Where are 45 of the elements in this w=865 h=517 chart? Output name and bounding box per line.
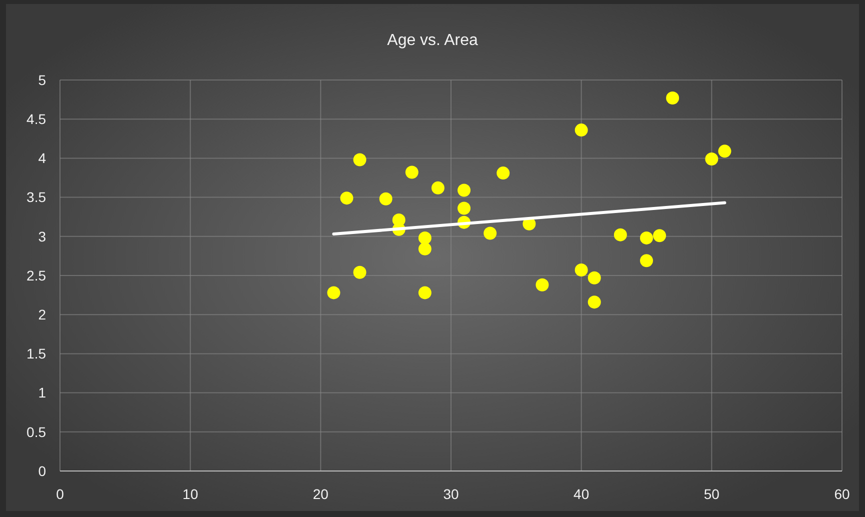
point: [484, 226, 497, 240]
chart-title: Age vs. Area: [387, 32, 478, 49]
y-tick-label: 0.5: [26, 424, 46, 440]
point: [666, 91, 680, 104]
x-tick-label: 20: [312, 486, 329, 502]
point: [653, 229, 666, 242]
y-tick-label: 0: [38, 462, 46, 479]
x-tick-label: 30: [443, 486, 459, 502]
x-tick-label: 40: [574, 486, 590, 502]
x-tick-label: 50: [704, 486, 720, 502]
y-tick-label: 1: [38, 384, 46, 401]
point: [458, 184, 471, 197]
y-tick-label: 2.5: [26, 267, 46, 284]
y-tick-label: 3.5: [26, 189, 46, 206]
point: [574, 264, 588, 277]
point: [640, 254, 653, 268]
point: [418, 286, 432, 300]
y-tick-label: 2: [38, 306, 46, 322]
point: [353, 153, 366, 166]
x-tick-label: 60: [834, 486, 850, 502]
point: [353, 266, 366, 279]
point: [405, 166, 418, 179]
y-tick-label: 5: [38, 72, 46, 88]
point: [588, 296, 601, 309]
point: [379, 192, 392, 206]
point: [327, 286, 340, 300]
point: [536, 278, 549, 292]
y-tick-label: 4: [38, 150, 46, 166]
point: [340, 192, 354, 205]
point: [418, 231, 432, 244]
y-tick-label: 3: [38, 228, 46, 244]
point: [640, 231, 653, 244]
point: [705, 152, 718, 166]
point: [614, 228, 627, 242]
x-tick-label: 0: [56, 486, 64, 502]
y-tick-label: 1.5: [26, 346, 46, 362]
point: [588, 271, 601, 284]
point: [496, 166, 510, 180]
point: [418, 242, 432, 256]
x-tick-label: 10: [182, 486, 198, 502]
y-tick-label: 4.5: [26, 111, 46, 127]
point: [574, 124, 588, 137]
point: [431, 181, 444, 194]
point: [458, 202, 471, 215]
point: [718, 144, 732, 158]
